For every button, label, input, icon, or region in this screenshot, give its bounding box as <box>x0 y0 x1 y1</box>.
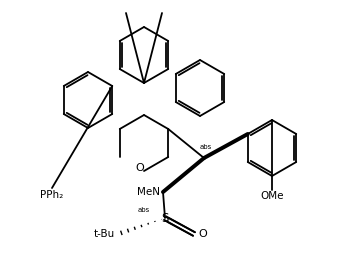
Text: O: O <box>198 229 207 239</box>
Text: MeN: MeN <box>137 187 160 197</box>
Text: abs: abs <box>200 144 212 150</box>
Text: S: S <box>161 211 169 224</box>
Text: abs: abs <box>138 207 150 213</box>
Text: PPh₂: PPh₂ <box>40 190 64 200</box>
Text: t-Bu: t-Bu <box>94 229 115 239</box>
Text: OMe: OMe <box>260 191 284 201</box>
Text: O: O <box>136 163 144 173</box>
